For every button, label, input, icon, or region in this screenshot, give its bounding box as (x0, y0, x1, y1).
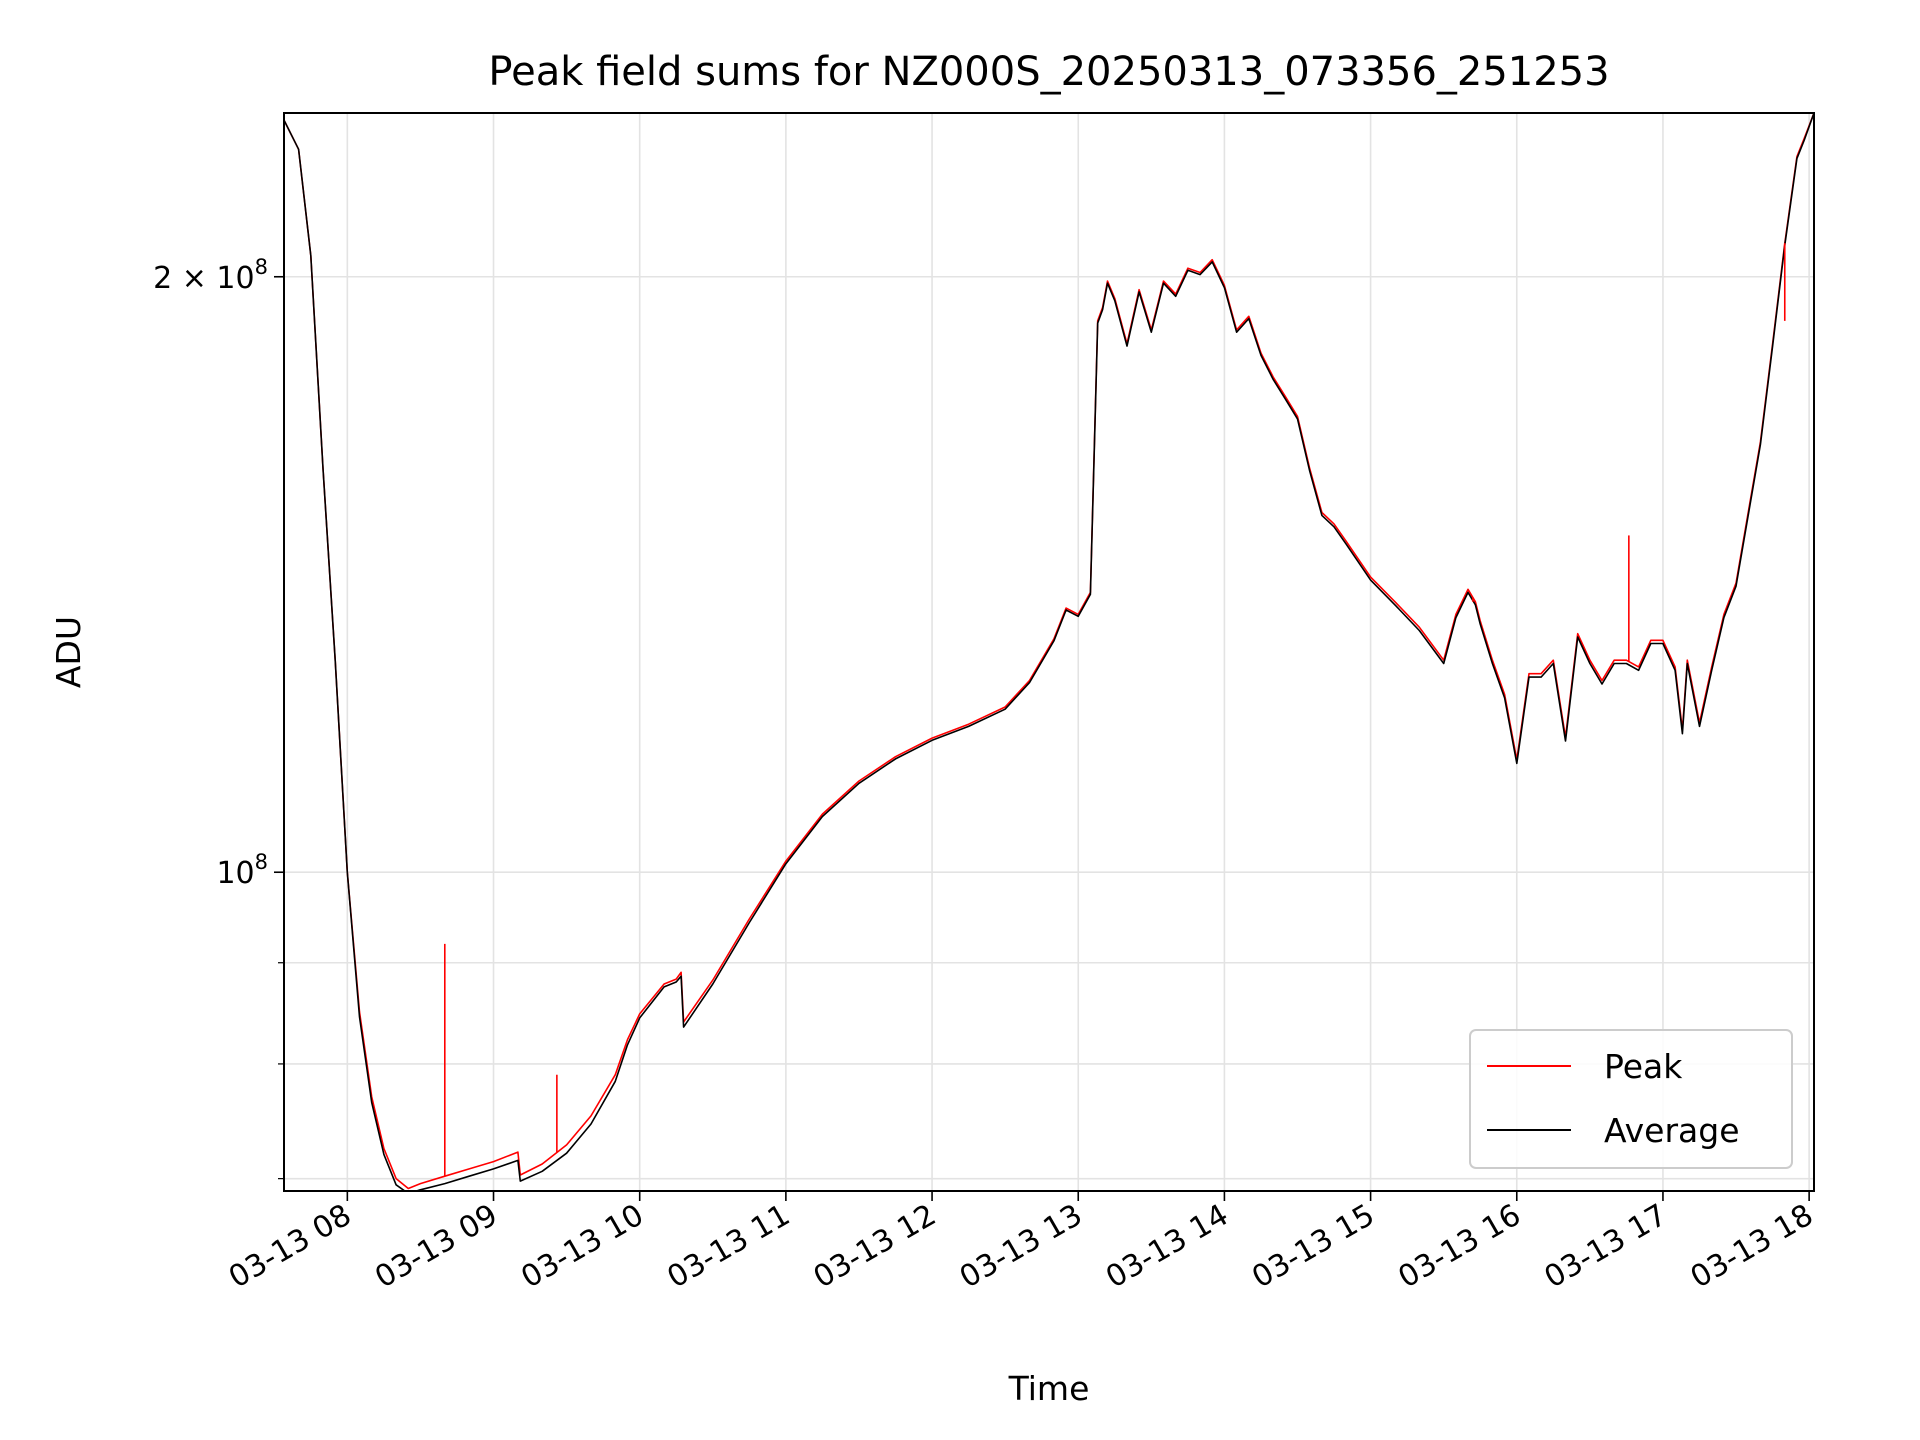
plot-frame (283, 112, 1815, 1192)
series-line-peak (284, 113, 1814, 1190)
grid (284, 113, 1814, 1191)
legend-label-average: Average (1604, 1111, 1740, 1150)
plot-series (284, 113, 1814, 1191)
legend: Peak Average (1469, 1029, 1793, 1169)
series-line-average (284, 113, 1814, 1191)
chart-title: Peak field sums for NZ000S_20250313_0733… (488, 49, 1609, 95)
y-axis-label: ADU (49, 616, 88, 688)
y-tick-label: 2 × 108 (153, 255, 268, 296)
legend-label-peak: Peak (1604, 1047, 1683, 1086)
y-tick-label: 108 (216, 850, 268, 891)
legend-box (1469, 1029, 1793, 1169)
x-axis-label: Time (1008, 1369, 1090, 1408)
